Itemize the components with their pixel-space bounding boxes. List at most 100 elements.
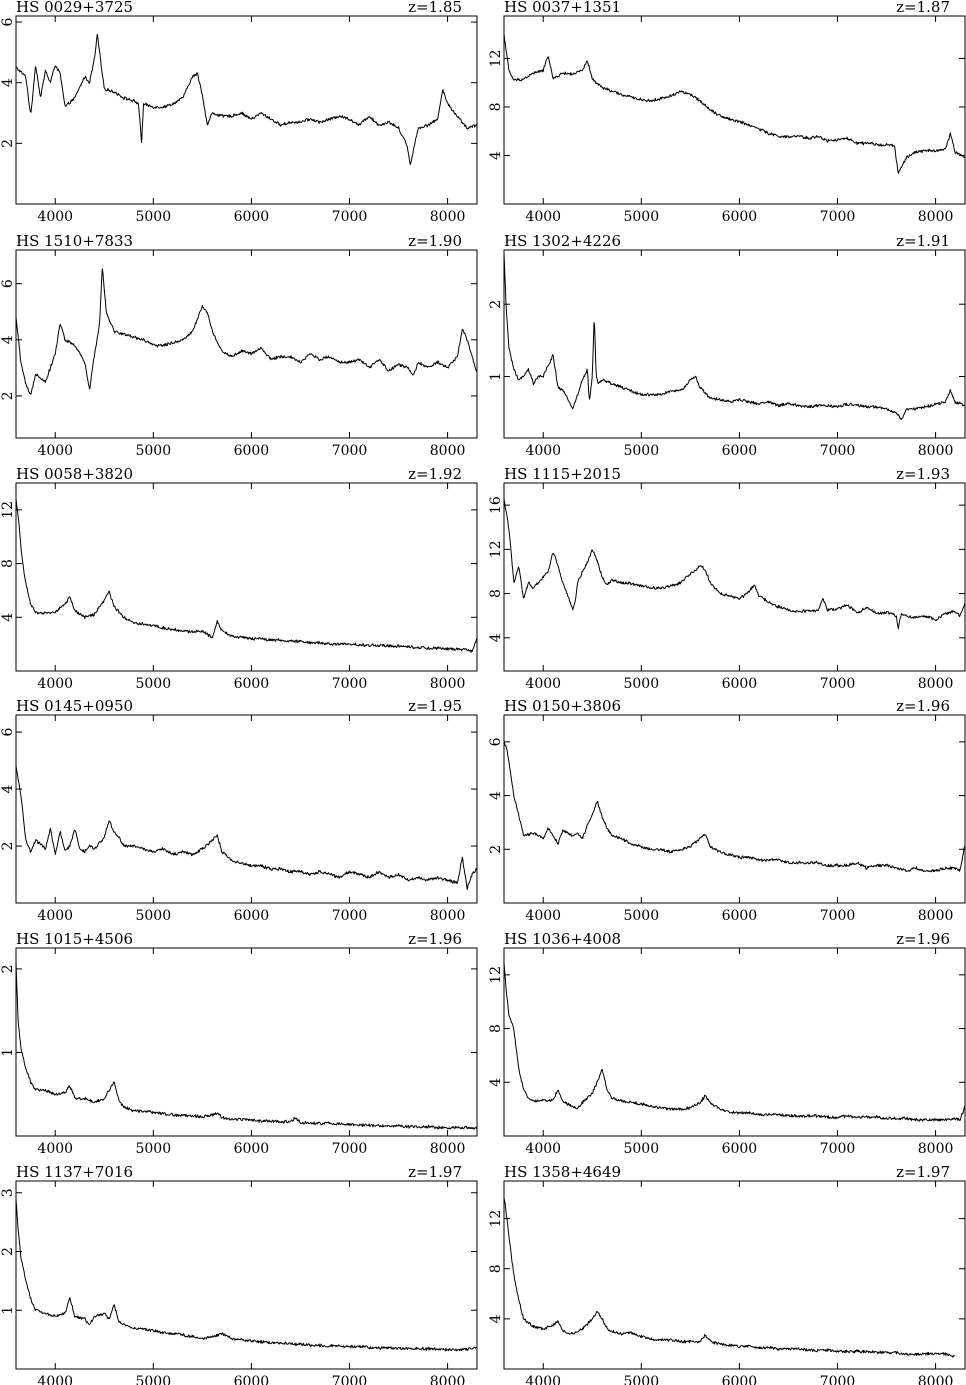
x-tick-label: 8000 [918, 209, 954, 225]
x-tick-label: 8000 [430, 1374, 466, 1385]
panel-redshift: z=1.91 [896, 232, 950, 250]
y-tick-label: 12 [488, 966, 504, 984]
spectrum-panel: HS 0058+3820 z=1.92 4000 5000 6000 7000 8000 4 8… [0, 465, 478, 692]
panel-redshift: z=1.90 [408, 232, 462, 250]
x-tick-label: 6000 [234, 676, 270, 692]
y-tick-label: 8 [488, 1024, 504, 1033]
panel-title: HS 1358+4649 [504, 1163, 621, 1181]
x-tick-label: 6000 [722, 443, 758, 459]
panel-redshift: z=1.97 [896, 1163, 950, 1181]
spectrum-line [503, 33, 965, 174]
x-tick-label: 5000 [623, 1374, 659, 1385]
x-tick-label: 8000 [430, 209, 466, 225]
panel-title: HS 0150+3806 [504, 697, 621, 715]
panel-redshift: z=1.96 [896, 697, 950, 715]
y-tick-label: 4 [0, 785, 16, 794]
y-tick-label: 1 [488, 372, 504, 381]
x-tick-label: 8000 [430, 676, 466, 692]
x-tick-label: 5000 [135, 209, 171, 225]
spectrum-line [503, 1197, 955, 1358]
x-tick-label: 4000 [525, 209, 561, 225]
plot-frame [15, 947, 478, 1137]
y-tick-label: 4 [0, 335, 16, 344]
y-tick-label: 8 [488, 1264, 504, 1273]
x-tick-label: 4000 [37, 908, 73, 924]
y-tick-label: 8 [488, 589, 504, 598]
x-tick-label: 6000 [722, 908, 758, 924]
y-tick-label: 2 [0, 842, 16, 851]
x-tick-label: 8000 [918, 676, 954, 692]
x-tick-label: 4000 [525, 676, 561, 692]
plot-frame [503, 249, 966, 439]
x-tick-label: 5000 [623, 443, 659, 459]
y-tick-label: 4 [488, 1314, 504, 1323]
spectrum-line [503, 252, 965, 420]
plot-frame [15, 249, 478, 439]
x-tick-label: 5000 [623, 209, 659, 225]
spectrum-line [15, 961, 478, 1130]
y-tick-label: 2 [488, 300, 504, 309]
spectrum-panel: HS 0029+3725 z=1.85 4000 5000 6000 7000 8000 2 4… [0, 0, 478, 225]
spectrum-line [15, 498, 478, 653]
y-tick-label: 3 [0, 1188, 16, 1197]
spectrum-panel: HS 0037+1351 z=1.87 4000 5000 6000 7000 8000 4 8… [488, 0, 966, 225]
x-tick-label: 8000 [430, 908, 466, 924]
y-tick-label: 8 [488, 103, 504, 112]
x-tick-label: 7000 [332, 908, 368, 924]
x-tick-label: 6000 [234, 908, 270, 924]
panel-redshift: z=1.96 [408, 930, 462, 948]
x-tick-label: 8000 [430, 443, 466, 459]
y-tick-label: 2 [0, 1247, 16, 1256]
x-tick-label: 7000 [820, 209, 856, 225]
spectrum-line [15, 1199, 477, 1352]
panel-title: HS 0058+3820 [16, 465, 133, 483]
spectrum-panel: HS 0150+3806 z=1.96 4000 5000 6000 7000 8000 2 4… [488, 697, 966, 924]
spectrum-line [15, 268, 478, 395]
x-tick-label: 4000 [525, 908, 561, 924]
spectrum-line [503, 740, 966, 873]
x-tick-label: 6000 [234, 1374, 270, 1385]
plot-frame [15, 714, 478, 904]
x-tick-label: 6000 [722, 1141, 758, 1157]
x-tick-label: 7000 [820, 908, 856, 924]
panel-title: HS 0145+0950 [16, 697, 133, 715]
panel-title: HS 1036+4008 [504, 930, 621, 948]
x-tick-label: 5000 [623, 676, 659, 692]
y-tick-label: 1 [0, 1306, 16, 1315]
panel-redshift: z=1.85 [408, 0, 462, 16]
panel-redshift: z=1.92 [408, 465, 462, 483]
spectrum-panel: HS 0145+0950 z=1.95 4000 5000 6000 7000 8000 2 4… [0, 697, 478, 924]
y-tick-label: 4 [488, 151, 504, 160]
plot-frame [15, 15, 478, 205]
x-tick-label: 8000 [918, 1141, 954, 1157]
y-tick-label: 12 [488, 1210, 504, 1228]
spectrum-panel: HS 1115+2015 z=1.93 4000 5000 6000 7000 8000 4 8… [488, 465, 966, 692]
x-tick-label: 7000 [332, 676, 368, 692]
x-tick-label: 6000 [722, 209, 758, 225]
x-tick-label: 5000 [135, 1141, 171, 1157]
spectrum-line [15, 764, 478, 891]
panel-redshift: z=1.87 [896, 0, 950, 16]
plot-frame [503, 482, 966, 672]
plot-frame [503, 714, 966, 904]
x-tick-label: 5000 [623, 908, 659, 924]
x-tick-label: 4000 [525, 443, 561, 459]
x-tick-label: 8000 [430, 1141, 466, 1157]
y-tick-label: 2 [488, 845, 504, 854]
plot-frame [15, 482, 478, 672]
spectrum-panel: HS 1015+4506 z=1.96 4000 5000 6000 7000 8000 1 2 [0, 930, 478, 1157]
y-tick-label: 4 [0, 78, 16, 87]
spectrum-panel: HS 1036+4008 z=1.96 4000 5000 6000 7000 8000 4 8… [488, 930, 966, 1157]
y-tick-label: 6 [0, 279, 16, 288]
x-tick-label: 5000 [135, 676, 171, 692]
y-tick-label: 12 [488, 50, 504, 68]
y-tick-label: 2 [0, 391, 16, 400]
y-tick-label: 2 [0, 139, 16, 148]
plot-frame [503, 1180, 966, 1370]
x-tick-label: 4000 [37, 1374, 73, 1385]
x-tick-label: 7000 [820, 676, 856, 692]
spectrum-panel: HS 1302+4226 z=1.91 4000 5000 6000 7000 8000 1 2 [488, 232, 966, 459]
panel-title: HS 1302+4226 [504, 232, 621, 250]
y-tick-label: 4 [488, 791, 504, 800]
spectrum-line [15, 33, 478, 166]
